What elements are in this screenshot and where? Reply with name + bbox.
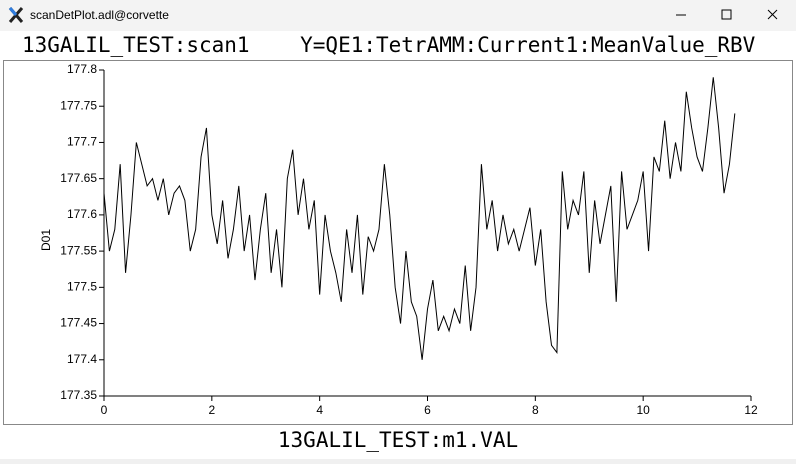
y-tick-label: 177.8 <box>67 62 97 76</box>
maximize-button[interactable] <box>721 9 732 20</box>
y-tick-label: 177.35 <box>60 388 97 402</box>
x-tick-label: 2 <box>208 403 215 417</box>
plot-frame <box>3 60 793 425</box>
x-tick-label: 12 <box>744 403 758 417</box>
app-icon <box>8 7 24 23</box>
y-tick-label: 177.75 <box>60 98 97 112</box>
chart-title: 13GALIL_TEST:scan1 Y=QE1:TetrAMM:Current… <box>22 33 756 57</box>
y-tick-label: 177.4 <box>67 352 97 366</box>
y-axis-label: D01 <box>39 229 53 251</box>
title-bar <box>0 0 796 31</box>
y-tick-label: 177.45 <box>60 316 97 330</box>
y-tick-label: 177.65 <box>60 171 97 185</box>
x-tick-label: 8 <box>532 403 539 417</box>
close-button[interactable] <box>767 9 778 20</box>
x-axis-label: 13GALIL_TEST:m1.VAL <box>278 428 518 452</box>
window-title: scanDetPlot.adl@corvette <box>30 8 169 22</box>
x-tick-label: 6 <box>424 403 431 417</box>
data-line <box>103 77 736 360</box>
x-tick-label: 10 <box>636 403 650 417</box>
y-tick-label: 177.6 <box>67 207 97 221</box>
y-tick-label: 177.55 <box>60 243 97 257</box>
y-tick-label: 177.7 <box>67 135 97 149</box>
y-tick-label: 177.5 <box>67 280 97 294</box>
x-tick-label: 0 <box>101 403 108 417</box>
x-tick-label: 4 <box>316 403 323 417</box>
